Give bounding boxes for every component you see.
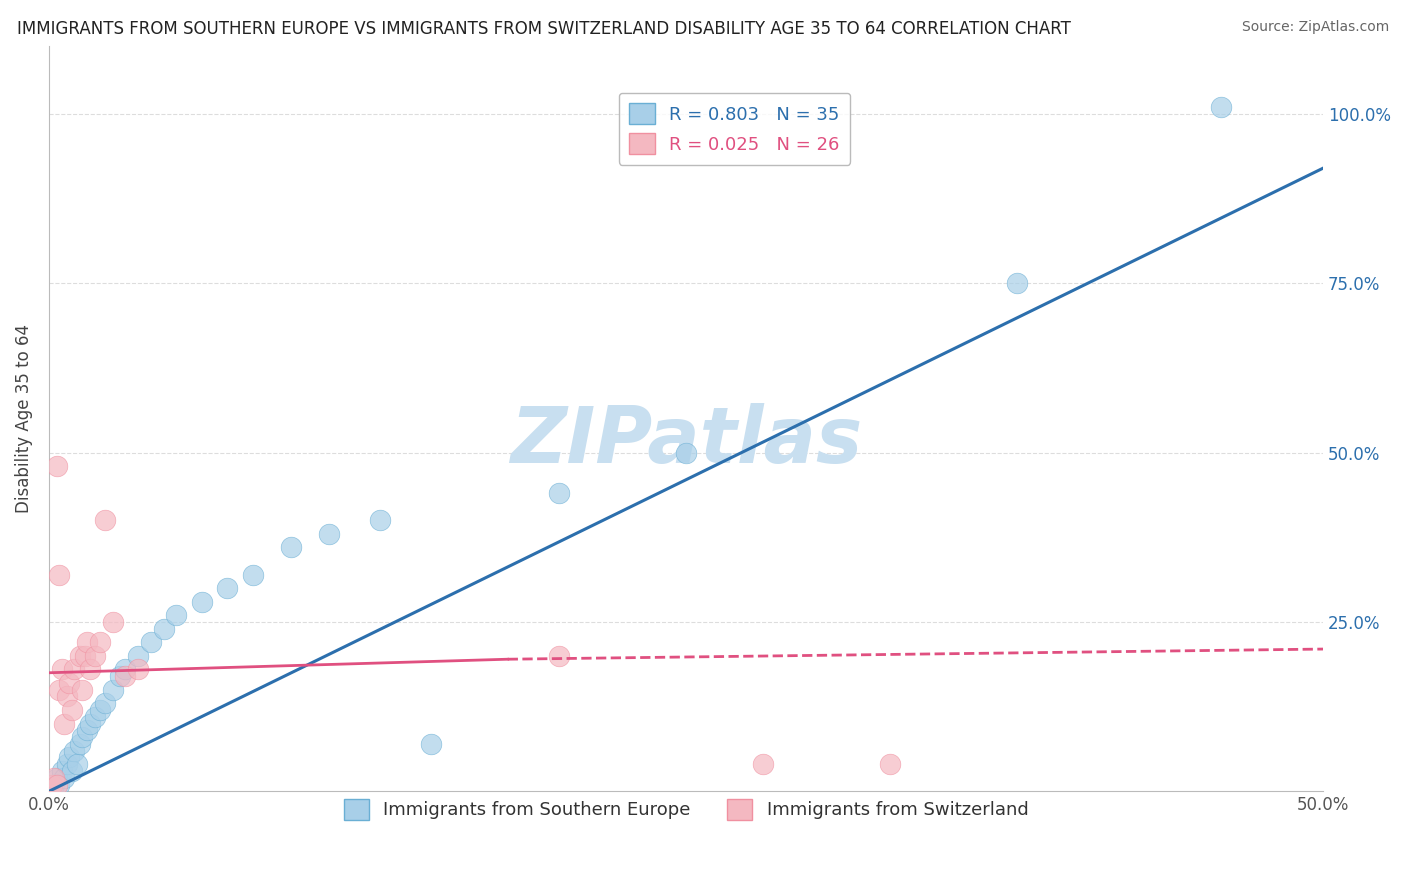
Point (368, 513, 391, 527)
Point (110, 669, 132, 683)
Point (101, 615, 124, 629)
Point (675, 445, 697, 459)
Point (69, 737, 91, 751)
Point (56, 690, 79, 704)
Text: IMMIGRANTS FROM SOUTHERN EUROPE VS IMMIGRANTS FROM SWITZERLAND DISABILITY AGE 35: IMMIGRANTS FROM SOUTHERN EUROPE VS IMMIG… (17, 20, 1071, 37)
Point (280, 541, 302, 555)
Point (139, 635, 162, 649)
Point (83, 710, 105, 724)
Point (48, 567, 70, 582)
Point (41, 778, 63, 792)
Text: ZIPatlas: ZIPatlas (510, 403, 862, 479)
Point (51, 662, 73, 676)
Point (127, 662, 149, 676)
Point (42, 778, 65, 792)
Y-axis label: Disability Age 35 to 64: Disability Age 35 to 64 (15, 325, 32, 513)
Point (53, 771, 76, 785)
Point (83, 648, 105, 663)
Point (242, 567, 264, 582)
Point (165, 608, 187, 623)
Point (69, 648, 91, 663)
Point (191, 594, 214, 608)
Point (76, 635, 98, 649)
Point (56, 757, 79, 772)
Point (89, 703, 111, 717)
Point (66, 757, 89, 772)
Point (58, 750, 80, 764)
Point (70, 730, 93, 744)
Point (1007, 277, 1029, 291)
Point (127, 648, 149, 663)
Point (76, 723, 98, 738)
Point (89, 635, 111, 649)
Point (79, 716, 101, 731)
Point (45, 459, 67, 474)
Point (420, 737, 443, 751)
Point (58, 676, 80, 690)
Point (53, 716, 76, 731)
Point (751, 757, 773, 772)
Point (547, 486, 569, 500)
Point (217, 581, 239, 595)
Point (94, 696, 117, 710)
Point (114, 669, 136, 683)
Point (60, 703, 83, 717)
Point (60, 764, 83, 778)
Point (101, 682, 124, 697)
Point (114, 662, 136, 676)
Legend: Immigrants from Southern Europe, Immigrants from Switzerland: Immigrants from Southern Europe, Immigra… (336, 792, 1036, 827)
Point (318, 527, 340, 541)
Point (547, 648, 569, 663)
Point (152, 622, 174, 636)
Point (79, 662, 101, 676)
Point (63, 662, 86, 676)
Point (45, 778, 67, 792)
Point (48, 682, 70, 697)
Point (48, 778, 70, 792)
Point (879, 757, 901, 772)
Point (1211, 100, 1233, 114)
Point (94, 513, 117, 527)
Text: Source: ZipAtlas.com: Source: ZipAtlas.com (1241, 20, 1389, 34)
Point (42, 771, 65, 785)
Point (63, 744, 86, 758)
Point (45, 771, 67, 785)
Point (51, 764, 73, 778)
Point (73, 648, 96, 663)
Point (70, 682, 93, 697)
